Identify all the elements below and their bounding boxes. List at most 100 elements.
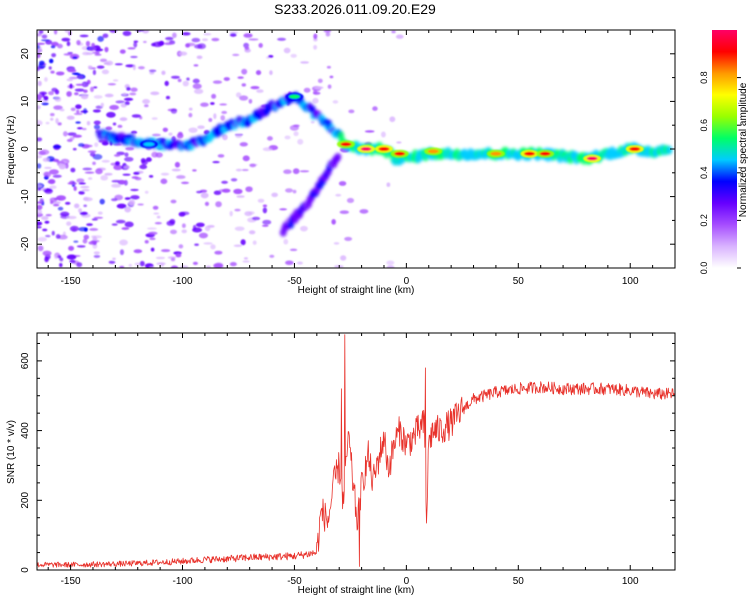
noise-speckle [258,43,263,48]
noise-speckle [193,88,204,95]
noise-speckle [64,30,71,33]
noise-speckle [37,105,41,110]
noise-speckle [75,83,85,86]
noise-speckle [119,249,125,256]
noise-speckle [124,152,129,157]
noise-speckle [83,144,93,148]
noise-speckle [242,155,250,162]
noise-speckle [56,195,67,201]
noise-speckle [144,190,149,194]
noise-speckle [84,171,95,174]
noise-speckle [232,53,240,57]
noise-speckle [133,40,139,43]
noise-speckle [241,83,247,87]
y-tick-label: -10 [20,189,31,204]
noise-speckle [112,122,117,126]
noise-speckle [93,124,101,130]
noise-speckle [105,126,113,131]
noise-speckle [160,178,168,185]
spectrogram-noise-layer [37,30,404,268]
noise-speckle [95,168,103,175]
noise-speckle [75,104,82,110]
x-tick-label: 50 [513,576,525,587]
noise-speckle [92,69,97,76]
noise-speckle [50,45,56,49]
noise-speckle [329,75,334,79]
noise-speckle [148,69,157,73]
x-tick-label: 100 [622,276,639,287]
noise-speckle [172,32,177,39]
noise-speckle [72,134,82,138]
noise-speckle [142,98,151,105]
noise-speckle [170,257,176,262]
noise-speckle [115,219,126,224]
noise-speckle [181,223,186,229]
noise-speckle [58,163,66,170]
noise-speckle [244,211,253,217]
noise-speckle [37,137,43,142]
noise-speckle [99,198,105,205]
noise-speckle [92,236,98,241]
noise-speckle [94,48,104,52]
noise-speckle [44,220,50,224]
noise-speckle [124,156,134,162]
noise-speckle [192,224,197,231]
noise-speckle [131,114,142,118]
noise-speckle [128,199,136,206]
noise-speckle [211,93,217,99]
noise-speckle [90,86,94,93]
noise-speckle [132,64,136,71]
noise-speckle [44,166,52,169]
noise-speckle [66,138,73,142]
noise-speckle [218,189,227,193]
noise-speckle [51,53,57,58]
noise-speckle [154,221,162,225]
noise-speckle [171,75,180,79]
noise-speckle [48,91,54,96]
noise-speckle [283,169,292,174]
noise-speckle [312,97,319,104]
noise-speckle [37,201,43,204]
noise-speckle [240,239,246,246]
noise-speckle [348,109,355,114]
noise-speckle [372,106,378,111]
noise-speckle [44,188,53,194]
colorbar-tick-label: 0.6 [699,119,709,132]
noise-speckle [122,30,132,37]
snr-plot-area [37,333,675,570]
noise-speckle [214,250,223,255]
noise-speckle [186,77,190,81]
noise-speckle [181,229,187,234]
noise-speckle [197,125,205,129]
noise-speckle [344,236,353,242]
noise-speckle [338,181,347,186]
noise-speckle [73,72,81,76]
noise-speckle [332,100,339,104]
noise-speckle [66,254,77,260]
noise-speckle [61,37,71,42]
noise-speckle [213,262,224,268]
noise-speckle [78,227,89,232]
noise-speckle [75,121,81,124]
ridge-blob [665,145,673,155]
noise-speckle [313,44,318,50]
noise-speckle [168,132,173,136]
noise-speckle [150,91,160,96]
noise-speckle [160,249,171,253]
noise-speckle [123,165,131,169]
noise-speckle [144,240,149,244]
noise-speckle [248,230,256,235]
noise-speckle [37,226,42,229]
x-tick-label: -50 [287,276,302,287]
noise-speckle [331,219,336,225]
noise-speckle [137,203,144,206]
noise-speckle [104,93,114,98]
noise-speckle [40,39,50,42]
noise-speckle [206,265,212,268]
noise-speckle [188,112,193,118]
noise-speckle [293,131,299,137]
noise-speckle [292,168,300,175]
noise-speckle [196,55,203,60]
noise-speckle [89,228,99,231]
noise-speckle [130,87,138,92]
